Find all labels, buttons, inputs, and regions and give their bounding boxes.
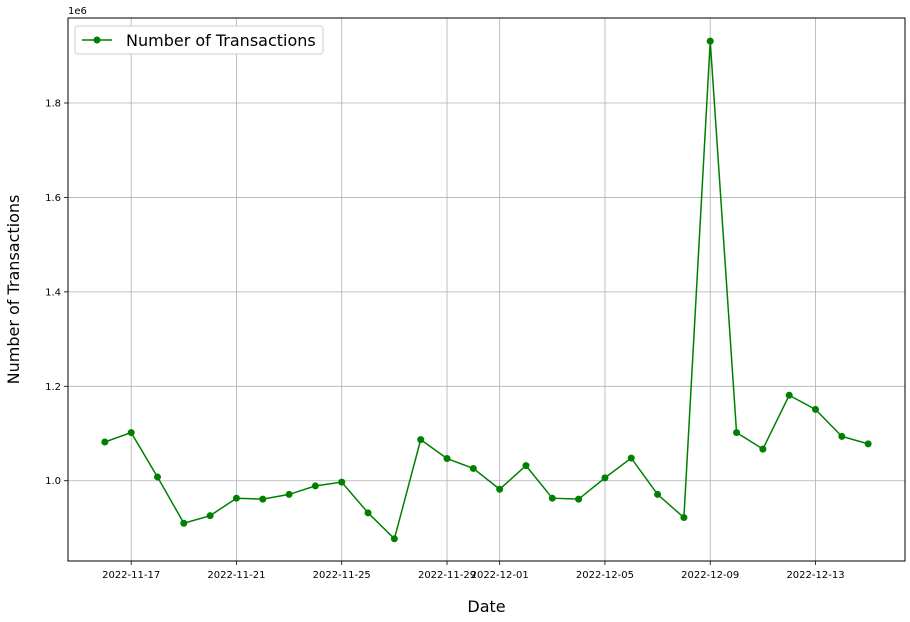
data-point <box>311 482 319 490</box>
data-point <box>180 519 188 527</box>
data-point <box>601 474 609 482</box>
x-tick-label: 2022-11-29 <box>418 570 476 581</box>
data-point <box>838 432 846 440</box>
data-point <box>443 455 451 463</box>
data-point <box>469 464 477 472</box>
x-tick-label: 2022-11-17 <box>102 570 160 581</box>
data-point <box>496 485 504 493</box>
y-tick-label: 1.0 <box>45 476 61 487</box>
legend-box <box>74 25 324 55</box>
data-point <box>575 495 583 503</box>
y-tick-label: 1.8 <box>45 98 61 109</box>
x-axis-title: Date <box>467 597 505 616</box>
series-line <box>104 41 869 541</box>
y-axis-title: Number of Transactions <box>4 195 23 385</box>
y-tick-label: 1.4 <box>45 287 61 298</box>
x-tick-label: 2022-12-09 <box>681 570 739 581</box>
data-point <box>759 445 767 453</box>
data-point <box>864 440 872 448</box>
data-point <box>706 37 714 45</box>
data-point <box>127 429 135 437</box>
plot-frame <box>67 17 906 562</box>
data-point <box>680 514 688 522</box>
data-point <box>232 494 240 502</box>
data-point <box>101 438 109 446</box>
x-tick-label: 2022-12-01 <box>471 570 529 581</box>
data-point <box>548 494 556 502</box>
data-point <box>627 454 635 462</box>
y-tick-label: 1.6 <box>45 193 61 204</box>
y-offset-label: 1e6 <box>68 6 87 17</box>
x-tick-label: 2022-11-25 <box>313 570 371 581</box>
data-point <box>785 391 793 399</box>
x-tick-label: 2022-11-21 <box>207 570 265 581</box>
data-point <box>364 509 372 517</box>
data-point <box>153 473 161 481</box>
grid <box>68 18 905 561</box>
data-point <box>812 405 820 413</box>
legend: Number of Transactions <box>74 25 324 55</box>
x-tick-label: 2022-12-13 <box>786 570 844 581</box>
data-point <box>733 429 741 437</box>
data-point <box>285 490 293 498</box>
data-point <box>259 495 267 503</box>
axis-ticks: 2022-11-17 2022-11-21 2022-11-25 2022-11-29… <box>45 98 844 581</box>
legend-label: Number of Transactions <box>126 31 316 50</box>
legend-marker-swatch <box>93 36 101 44</box>
data-point <box>206 512 214 520</box>
x-tick-label: 2022-12-05 <box>576 570 634 581</box>
y-tick-label: 1.2 <box>45 382 61 393</box>
data-point <box>338 478 346 486</box>
data-point <box>654 490 662 498</box>
data-point <box>522 462 530 470</box>
data-point <box>417 436 425 444</box>
series-layer <box>101 37 872 543</box>
data-point <box>390 535 398 543</box>
